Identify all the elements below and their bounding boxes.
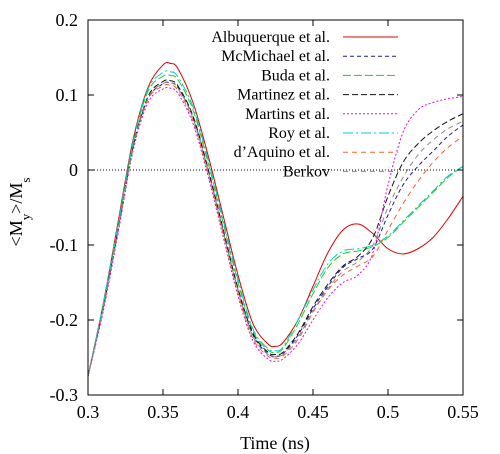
legend-label: Berkov [283,163,330,180]
y-tick-label: -0.1 [50,235,79,255]
legend-label: Roy et al. [268,125,330,142]
legend-label: McMichael et al. [221,48,330,65]
series-layer [88,62,463,377]
legend-label: Albuquerque et al. [211,29,330,46]
series-line-1 [88,62,463,377]
x-tick-label: 0.5 [377,402,400,422]
y-tick-label: 0.2 [56,10,79,30]
legend-label: Buda et al. [261,67,330,84]
series-line-5 [88,86,463,377]
x-tick-label: 0.45 [297,402,329,422]
series-line-2 [88,81,463,377]
y-tick-label: -0.3 [50,385,79,405]
x-axis-title: Time (ns) [240,433,310,454]
x-tick-label: 0.35 [147,402,179,422]
series-line-6 [88,70,463,377]
legend-label: Martinez et al. [237,87,330,104]
x-tick-label: 0.3 [77,402,100,422]
axes-layer: 0.3 0.35 0.4 0.45 0.5 0.55 -0.3 -0.2 -0.1 0 0.1 0.2 [50,10,479,422]
legend: Albuquerque et al. McMichael et al. Buda e… [211,29,398,180]
y-axis-title: <My>/Ms [6,178,33,247]
plot-frame [87,19,464,396]
legend-label: d’Aquino et al. [234,144,330,161]
y-tick-label: 0 [69,160,78,180]
series-line-3 [88,74,463,377]
y-tick-label: -0.2 [50,310,79,330]
series-line-7 [88,83,463,377]
x-tick-label: 0.55 [447,402,479,422]
legend-label: Martins et al. [245,106,330,123]
series-line-4 [88,79,463,377]
y-tick-label: 0.1 [56,85,79,105]
x-tick-label: 0.4 [227,402,250,422]
series-line-8 [88,81,463,377]
